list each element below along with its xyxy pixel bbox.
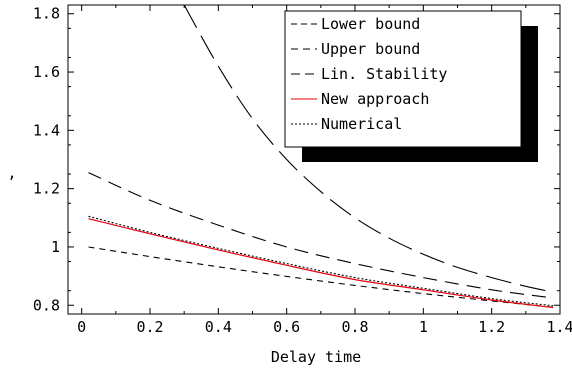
plot-area-frame [67,4,561,315]
y-tick-label: 1.8 [33,5,60,23]
legend-label-3: New approach [321,90,429,108]
x-tick-label: 0.6 [273,318,300,336]
y-tick-label: 0.8 [33,296,60,314]
x-tick-label: 0 [77,318,86,336]
legend-label-4: Numerical [321,115,402,133]
legend-box [284,10,522,148]
y-axis-label: , [7,164,16,182]
x-tick-label: 0.4 [205,318,232,336]
y-tick-label: 1.2 [33,180,60,198]
series-line-3 [88,218,554,309]
legend-label-1: Upper bound [321,40,420,58]
legend-label-2: Lin. Stability [321,65,447,83]
x-tick-label: 1.4 [546,318,572,336]
y-tick-label: 1.4 [33,121,60,139]
x-tick-label: 1.2 [478,318,505,336]
x-axis-label: Delay time [271,348,361,366]
series-line-4 [88,215,554,307]
legend-label-0: Lower bound [321,15,420,33]
series-line-2 [183,5,554,293]
y-tick-label: 1 [51,238,60,256]
series-line-1 [88,172,554,299]
y-tick-label: 1.6 [33,63,60,81]
series-line-0 [88,246,554,308]
x-tick-label: 0.8 [341,318,368,336]
x-tick-label: 0.2 [136,318,163,336]
x-tick-label: 1 [419,318,428,336]
